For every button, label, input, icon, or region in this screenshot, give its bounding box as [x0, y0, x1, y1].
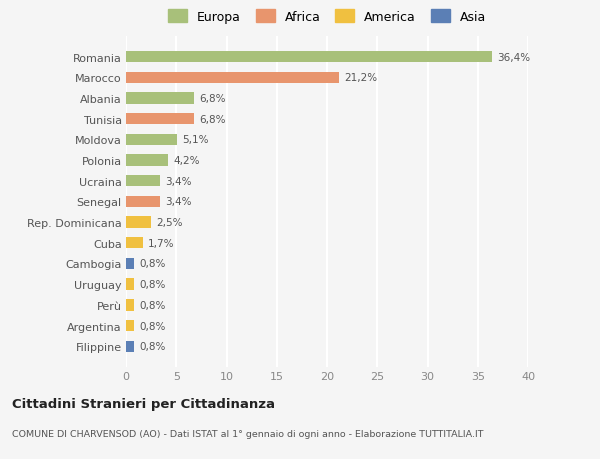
- Text: 0,8%: 0,8%: [139, 321, 166, 331]
- Text: 6,8%: 6,8%: [199, 114, 226, 124]
- Bar: [126, 258, 134, 269]
- Text: 36,4%: 36,4%: [497, 52, 530, 62]
- Text: 5,1%: 5,1%: [182, 135, 209, 145]
- Bar: [126, 73, 339, 84]
- Text: 1,7%: 1,7%: [148, 238, 175, 248]
- Text: 4,2%: 4,2%: [173, 156, 200, 166]
- Text: 0,8%: 0,8%: [139, 300, 166, 310]
- Bar: [126, 155, 168, 166]
- Bar: [126, 176, 160, 187]
- Bar: [126, 196, 160, 207]
- Legend: Europa, Africa, America, Asia: Europa, Africa, America, Asia: [168, 10, 486, 24]
- Text: Cittadini Stranieri per Cittadinanza: Cittadini Stranieri per Cittadinanza: [12, 397, 275, 410]
- Text: 0,8%: 0,8%: [139, 341, 166, 352]
- Bar: [126, 320, 134, 331]
- Text: 3,4%: 3,4%: [165, 197, 191, 207]
- Bar: [126, 341, 134, 352]
- Text: 21,2%: 21,2%: [344, 73, 377, 83]
- Bar: [126, 238, 143, 249]
- Text: 0,8%: 0,8%: [139, 280, 166, 290]
- Text: 2,5%: 2,5%: [156, 218, 182, 228]
- Bar: [126, 279, 134, 290]
- Text: COMUNE DI CHARVENSOD (AO) - Dati ISTAT al 1° gennaio di ogni anno - Elaborazione: COMUNE DI CHARVENSOD (AO) - Dati ISTAT a…: [12, 429, 484, 438]
- Text: 6,8%: 6,8%: [199, 94, 226, 104]
- Text: 0,8%: 0,8%: [139, 259, 166, 269]
- Text: 3,4%: 3,4%: [165, 176, 191, 186]
- Bar: [126, 114, 194, 125]
- Bar: [126, 300, 134, 311]
- Bar: [126, 52, 492, 63]
- Bar: [126, 217, 151, 228]
- Bar: [126, 134, 177, 146]
- Bar: [126, 93, 194, 104]
